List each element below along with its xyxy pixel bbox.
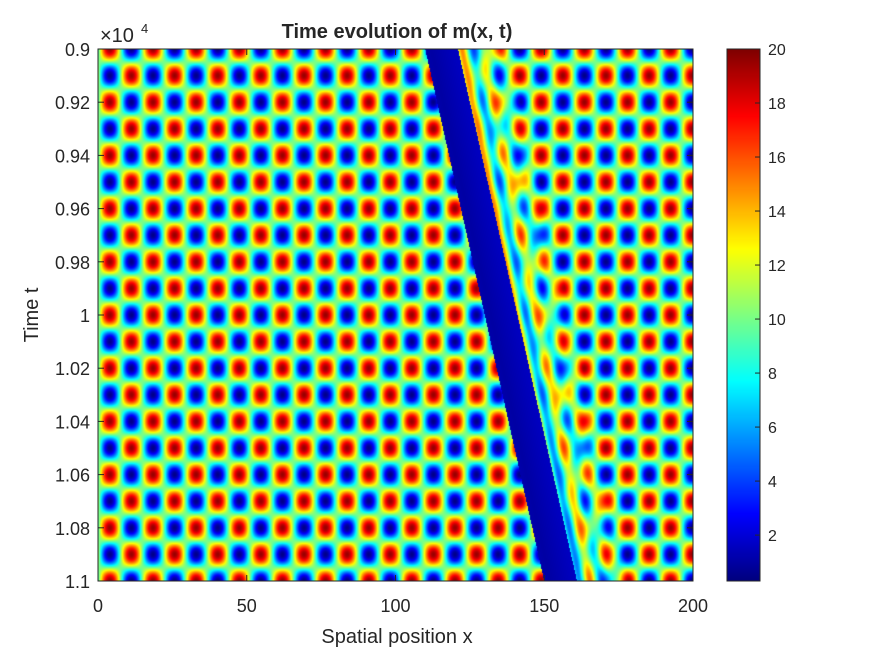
y-axis: 0.9 0.92 0.94 0.96 0.98 1 1.02 1.04 1.06 1.08 1.1 [55, 40, 693, 592]
colorbar-tick-label: 10 [768, 312, 786, 329]
y-tick-label: 0.92 [55, 93, 90, 113]
colorbar-tick-label: 14 [768, 204, 786, 221]
chart-title: Time evolution of m(x, t) [282, 21, 513, 43]
colorbar-tick-label: 8 [768, 366, 777, 383]
colorbar-tick-label: 20 [768, 42, 786, 59]
y-tick-label: 1.04 [55, 412, 90, 432]
x-tick-label: 0 [93, 596, 103, 616]
y-tick-label: 0.96 [55, 200, 90, 220]
y-tick-label: 1.1 [65, 572, 90, 592]
y-tick-label: 0.9 [65, 40, 90, 60]
colorbar-tick-label: 16 [768, 150, 786, 167]
colorbar-tick-label: 12 [768, 258, 786, 275]
x-tick-label: 200 [678, 596, 708, 616]
x-tick-label: 100 [380, 596, 410, 616]
colorbar-tick-label: 18 [768, 96, 786, 113]
colorbar-tick-label: 2 [768, 528, 777, 545]
y-tick-label: 0.98 [55, 253, 90, 273]
heatmap-image [98, 49, 693, 581]
x-tick-label: 50 [237, 596, 257, 616]
x-axis-label: Spatial position x [321, 626, 472, 648]
y-tick-label: 1.02 [55, 359, 90, 379]
y-tick-label: 1.08 [55, 519, 90, 539]
colorbar: 2 4 6 8 10 12 14 16 18 20 [726, 42, 786, 582]
colorbar-tick-label: 4 [768, 474, 777, 491]
y-exponent-base: ×10 [100, 25, 134, 47]
y-exponent-power: 4 [141, 21, 148, 36]
x-axis: 0 50 100 150 200 [93, 49, 708, 616]
y-axis-label: Time t [21, 287, 43, 342]
colorbar-tick-label: 6 [768, 420, 777, 437]
y-tick-label: 1 [80, 306, 90, 326]
x-tick-label: 150 [529, 596, 559, 616]
y-tick-label: 0.94 [55, 146, 90, 166]
y-tick-label: 1.06 [55, 466, 90, 486]
